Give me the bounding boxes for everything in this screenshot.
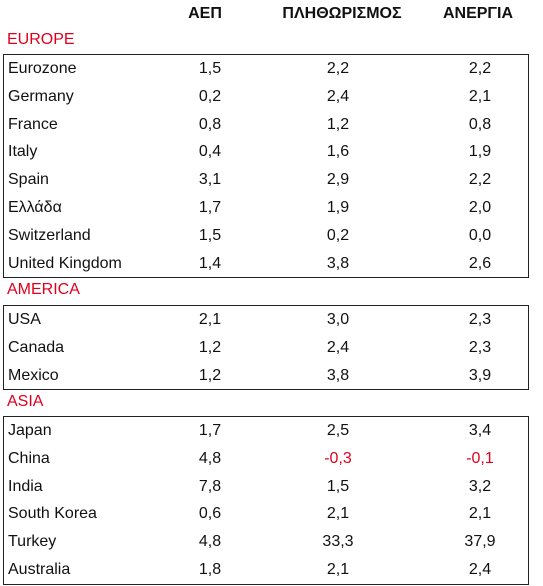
unemployment-value: 2,1 [468, 505, 492, 523]
inflation-value: 1,9 [326, 199, 350, 216]
inflation-value: 2,5 [326, 422, 350, 439]
table-row: Japan 1,7 2,5 3,4 [4, 417, 528, 445]
gdp-value: 1,5 [198, 60, 222, 77]
inflation-value: 1,5 [326, 477, 350, 495]
unemployment-value: 1,9 [468, 143, 492, 161]
gdp-value: 0,2 [198, 87, 222, 105]
unemployment-value: 3,9 [468, 366, 492, 384]
header-inflation: ΠΛΗΘΩΡΙΣΜΟΣ [282, 5, 402, 22]
table-row: Spain 3,1 2,9 2,2 [4, 166, 528, 194]
inflation-value: 0,2 [326, 226, 350, 244]
country-name: Turkey [8, 533, 57, 551]
gdp-value: 1,5 [198, 226, 222, 244]
unemployment-value: 0,8 [468, 115, 492, 133]
header-unemployment: ΑΝΕΡΓΙΑ [442, 5, 514, 22]
country-name: Australia [8, 561, 71, 578]
table-row: Italy 0,4 1,6 1,9 [4, 138, 528, 166]
unemployment-value: -0,1 [466, 449, 494, 467]
unemployment-value: 3,4 [468, 422, 492, 439]
unemployment-value: 2,3 [468, 311, 492, 328]
country-name: South Korea [8, 505, 97, 523]
country-name: Japan [8, 422, 52, 439]
table-row: South Korea 0,6 2,1 2,1 [4, 500, 528, 528]
inflation-value: 2,1 [326, 505, 350, 523]
gdp-value: 7,8 [198, 477, 222, 495]
country-name: USA [8, 311, 41, 328]
table-row: Canada 1,2 2,4 2,3 [4, 334, 528, 362]
table-row: India 7,8 1,5 3,2 [4, 473, 528, 501]
country-name: Ελλάδα [8, 199, 62, 216]
inflation-value: -0,3 [324, 449, 352, 467]
country-name: India [8, 477, 43, 495]
column-headers: ΑΕΠ ΠΛΗΘΩΡΙΣΜΟΣ ΑΝΕΡΓΙΑ [0, 0, 543, 28]
gdp-value: 1,2 [198, 338, 222, 356]
unemployment-value: 2,6 [468, 254, 492, 272]
gdp-value: 4,8 [198, 449, 222, 467]
table-row: Australia 1,8 2,1 2,4 [4, 556, 528, 584]
unemployment-value: 2,1 [468, 87, 492, 105]
inflation-value: 1,2 [326, 115, 350, 133]
unemployment-value: 2,4 [468, 561, 492, 578]
inflation-value: 2,2 [326, 60, 350, 77]
gdp-value: 0,6 [198, 505, 222, 523]
table-row: Turkey 4,8 33,3 37,9 [4, 528, 528, 556]
gdp-value: 1,7 [198, 422, 222, 439]
region-table-america: USA 2,1 3,0 2,3 Canada 1,2 2,4 2,3 Mexico 1,2 3,8 3… [3, 305, 529, 390]
gdp-value: 1,7 [198, 199, 222, 216]
gdp-value: 1,2 [198, 366, 222, 384]
table-row: Switzerland 1,5 0,2 0,0 [4, 222, 528, 250]
country-name: Switzerland [8, 226, 91, 244]
unemployment-value: 2,2 [468, 60, 492, 77]
table-row: France 0,8 1,2 0,8 [4, 111, 528, 139]
country-name: France [8, 115, 58, 133]
country-name: Mexico [8, 366, 59, 384]
unemployment-value: 2,0 [468, 199, 492, 216]
inflation-value: 2,4 [326, 87, 350, 105]
gdp-value: 1,4 [198, 254, 222, 272]
table-row: Ελλάδα 1,7 1,9 2,0 [4, 194, 528, 222]
inflation-value: 2,1 [326, 561, 350, 578]
unemployment-value: 0,0 [468, 226, 492, 244]
inflation-value: 2,9 [326, 171, 350, 189]
region-table-asia: Japan 1,7 2,5 3,4 China 4,8 -0,3 -0,1 India 7,8 1,… [3, 416, 529, 585]
inflation-value: 3,8 [326, 254, 350, 272]
region-table-europe: Eurozone 1,5 2,2 2,2 Germany 0,2 2,4 2,1 France 0… [3, 54, 529, 278]
inflation-value: 3,8 [326, 366, 350, 384]
table-row: Germany 0,2 2,4 2,1 [4, 83, 528, 111]
unemployment-value: 37,9 [464, 533, 496, 551]
gdp-value: 0,4 [198, 143, 222, 161]
inflation-value: 3,0 [326, 311, 350, 328]
country-name: Spain [8, 171, 49, 189]
table-row: United Kingdom 1,4 3,8 2,6 [4, 250, 528, 278]
country-name: United Kingdom [8, 254, 122, 272]
table-row: Eurozone 1,5 2,2 2,2 [4, 55, 528, 83]
country-name: Canada [8, 338, 65, 356]
country-name: Germany [8, 87, 74, 105]
unemployment-value: 2,2 [468, 171, 492, 189]
country-name: Italy [8, 143, 38, 161]
gdp-value: 0,8 [198, 115, 222, 133]
country-name: Eurozone [8, 60, 77, 77]
country-name: China [8, 449, 50, 467]
inflation-value: 33,3 [322, 533, 354, 551]
inflation-value: 2,4 [326, 338, 350, 356]
region-label-asia: ASIA [7, 393, 44, 410]
table-row: China 4,8 -0,3 -0,1 [4, 445, 528, 473]
region-label-europe: EUROPE [7, 31, 75, 48]
gdp-value: 2,1 [198, 311, 222, 328]
header-gdp: ΑΕΠ [188, 5, 222, 22]
gdp-value: 1,8 [198, 561, 222, 578]
gdp-value: 3,1 [198, 171, 222, 189]
table-row: Mexico 1,2 3,8 3,9 [4, 362, 528, 390]
inflation-value: 1,6 [326, 143, 350, 161]
table-row: USA 2,1 3,0 2,3 [4, 306, 528, 334]
unemployment-value: 3,2 [468, 477, 492, 495]
unemployment-value: 2,3 [468, 338, 492, 356]
gdp-value: 4,8 [198, 533, 222, 551]
region-label-america: AMERICA [7, 281, 80, 298]
